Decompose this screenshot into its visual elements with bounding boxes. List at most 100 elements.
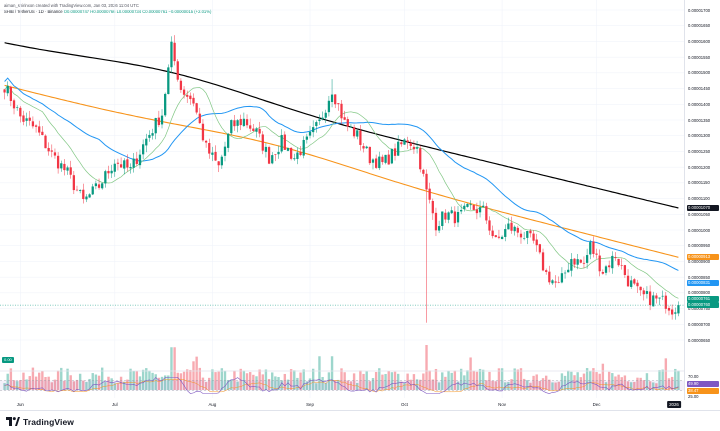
symbol-title[interactable]: SHIB / TetherUS · 1D · Binance <box>4 9 63 14</box>
time-tick-label: Oct <box>401 402 408 407</box>
volume-bar <box>78 373 82 390</box>
candle-body <box>674 312 677 314</box>
volume-bar <box>419 379 422 390</box>
price-tick-label: 0.00001050 <box>688 211 711 217</box>
volume-bar <box>299 372 302 390</box>
volume-bar <box>179 373 183 390</box>
candle-body <box>431 200 434 214</box>
volume-bar <box>189 369 192 390</box>
volume-bar <box>258 369 261 390</box>
candle-body <box>557 282 560 283</box>
rsi-pane[interactable] <box>0 0 684 400</box>
candle-body <box>485 206 488 221</box>
volume-bar <box>393 371 397 390</box>
candle-body <box>563 272 567 274</box>
volume-bar <box>66 368 69 390</box>
price-axis[interactable]: 0.00001700 0.00001650 0.00001600 0.00001550… <box>684 0 720 400</box>
candle-body <box>264 146 268 152</box>
candle-body <box>406 140 409 143</box>
volume-bar <box>544 375 548 390</box>
volume-bar <box>107 376 110 390</box>
volume-bar <box>176 372 179 390</box>
candle-body <box>236 120 239 126</box>
candle-body <box>195 103 198 113</box>
price-tag: 0.00001070 <box>687 205 719 211</box>
volume-bar <box>352 373 356 390</box>
time-axis[interactable]: Jun Jul Aug Sep Oct Nov Dec 2026 <box>0 400 684 410</box>
candle-body <box>97 184 101 188</box>
volume-bar <box>236 381 239 390</box>
candle-body <box>677 305 680 314</box>
volume-bar <box>245 373 249 390</box>
volume-bar <box>129 368 132 390</box>
price-chart[interactable] <box>0 0 684 400</box>
candle-body <box>403 139 406 145</box>
volume-bar <box>12 380 16 390</box>
candle-body <box>560 273 564 283</box>
volume-bar <box>434 368 438 390</box>
volume-bar <box>390 372 394 390</box>
candle-body <box>633 279 636 284</box>
candle-body <box>289 147 293 159</box>
volume-bar <box>318 356 321 390</box>
candle-body <box>617 258 620 266</box>
volume-bar <box>204 382 208 390</box>
candle-body <box>497 236 501 238</box>
candle-body <box>283 134 286 150</box>
candle-body <box>658 297 661 299</box>
chart-header: aiman_shirinxon created with TradingView… <box>4 3 680 23</box>
candle-body <box>6 85 9 94</box>
volume-bar <box>217 371 220 390</box>
volume-bar <box>589 371 592 390</box>
candle-body <box>148 134 151 138</box>
candle-body <box>384 154 387 163</box>
candle-body <box>626 275 630 287</box>
volume-bar <box>541 378 545 390</box>
volume-bar <box>415 379 419 390</box>
volume-bar <box>157 377 161 390</box>
candle-body <box>352 127 356 137</box>
volume-bar <box>626 381 630 390</box>
candle-body <box>397 141 400 156</box>
volume-bar <box>677 370 680 390</box>
candle-body <box>126 159 129 168</box>
candle-body <box>500 236 504 240</box>
volume-bar <box>145 368 148 390</box>
volume-bar <box>160 376 164 390</box>
price-tick-label: 0.00000850 <box>688 274 711 280</box>
candle-body <box>576 259 579 265</box>
volume-bar <box>31 367 35 390</box>
volume-bar <box>302 369 305 390</box>
volume-bar <box>82 380 85 390</box>
price-tick-label: 0.00001700 <box>688 7 711 13</box>
volume-bar <box>208 377 211 390</box>
candle-body <box>176 61 179 80</box>
volume-bar <box>22 372 25 390</box>
volume-bar <box>167 375 170 390</box>
candle-body <box>34 125 38 127</box>
price-tick-label: 0.00001300 <box>688 133 711 139</box>
volume-bar <box>280 380 283 390</box>
candle-body <box>198 113 201 124</box>
volume-bar <box>327 372 331 390</box>
candle-body <box>447 212 450 220</box>
candle-body <box>551 280 554 284</box>
tradingview-logo[interactable]: TradingView <box>6 416 74 427</box>
candle-body <box>50 150 53 152</box>
candle-body <box>359 130 362 145</box>
candle-body <box>670 309 674 315</box>
volume-bar <box>437 382 441 390</box>
volume-bar <box>557 381 560 390</box>
candle-body <box>104 171 107 184</box>
volume-bar <box>441 372 444 390</box>
volume-bar <box>617 374 620 390</box>
candle-body <box>340 103 343 119</box>
volume-bar <box>293 370 296 390</box>
price-tick-label: 0.00001200 <box>688 164 711 170</box>
price-tick-label: 0.00000650 <box>688 337 711 343</box>
candle-body <box>478 207 482 213</box>
volume-bar <box>252 374 255 390</box>
candle-body <box>201 123 205 141</box>
volume-bar <box>113 383 116 390</box>
volume-bar <box>85 382 88 390</box>
